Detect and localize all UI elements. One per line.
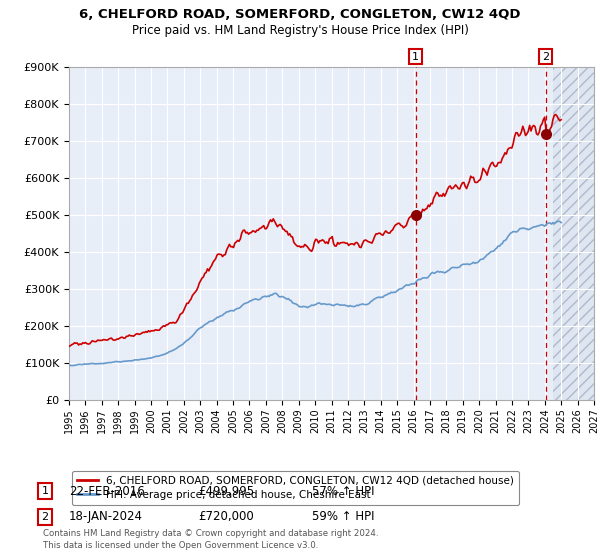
Text: 18-JAN-2024: 18-JAN-2024 — [69, 510, 143, 524]
Bar — [553, 67, 594, 400]
Text: 2: 2 — [41, 512, 49, 522]
Text: £720,000: £720,000 — [198, 510, 254, 524]
Text: 59% ↑ HPI: 59% ↑ HPI — [312, 510, 374, 524]
Legend: 6, CHELFORD ROAD, SOMERFORD, CONGLETON, CW12 4QD (detached house), HPI: Average : 6, CHELFORD ROAD, SOMERFORD, CONGLETON, … — [71, 470, 519, 505]
Text: 57% ↑ HPI: 57% ↑ HPI — [312, 484, 374, 498]
Text: £499,995: £499,995 — [198, 484, 254, 498]
Text: 1: 1 — [41, 486, 49, 496]
Bar — [553, 67, 594, 400]
Text: Price paid vs. HM Land Registry's House Price Index (HPI): Price paid vs. HM Land Registry's House … — [131, 24, 469, 36]
Text: 22-FEB-2016: 22-FEB-2016 — [69, 484, 145, 498]
Text: Contains HM Land Registry data © Crown copyright and database right 2024.
This d: Contains HM Land Registry data © Crown c… — [43, 529, 379, 550]
Text: 6, CHELFORD ROAD, SOMERFORD, CONGLETON, CW12 4QD: 6, CHELFORD ROAD, SOMERFORD, CONGLETON, … — [79, 8, 521, 21]
Text: 1: 1 — [412, 52, 419, 62]
Text: 2: 2 — [542, 52, 549, 62]
